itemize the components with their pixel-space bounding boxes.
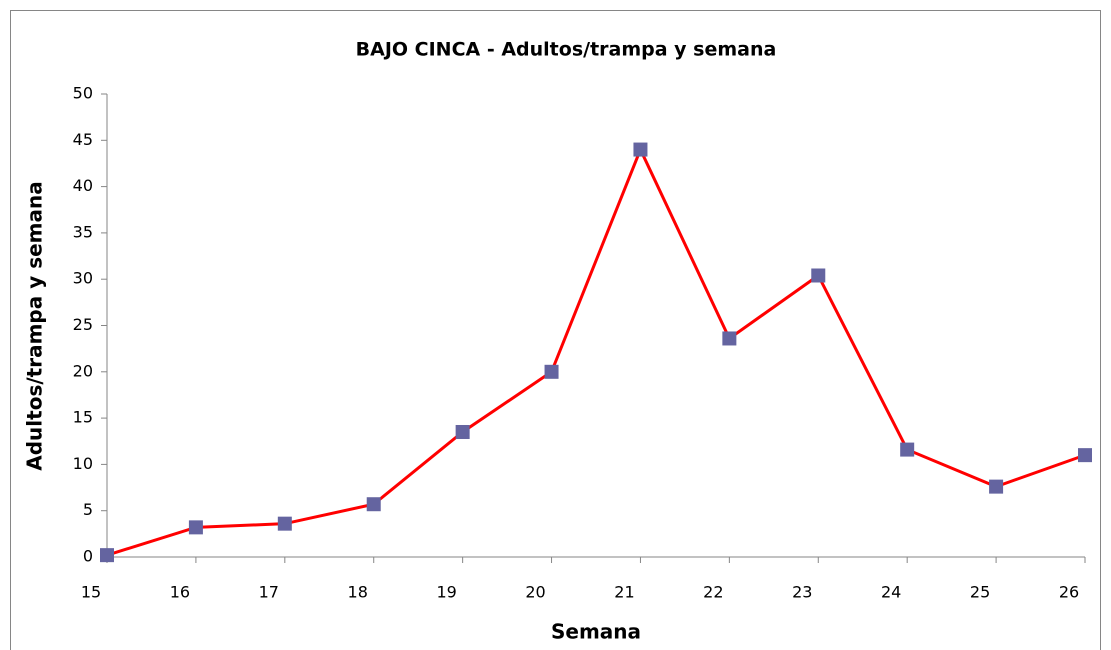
y-tick-label: 35 — [73, 222, 93, 241]
x-tick-label: 25 — [970, 583, 990, 602]
x-tick-label: 20 — [525, 583, 545, 602]
data-point — [544, 364, 559, 379]
y-tick-label: 30 — [73, 269, 93, 288]
x-tick-label: 24 — [881, 583, 901, 602]
y-tick-label: 10 — [73, 454, 93, 473]
y-tick-label: 0 — [83, 547, 93, 566]
y-tick-label: 5 — [83, 500, 93, 519]
x-tick-label: 22 — [703, 583, 723, 602]
data-point — [811, 268, 826, 283]
x-tick-label: 17 — [259, 583, 279, 602]
data-point — [100, 548, 114, 563]
data-point — [188, 520, 203, 535]
data-point — [366, 497, 381, 512]
chart-frame — [10, 10, 1101, 650]
data-point — [633, 142, 648, 157]
y-tick-label: 15 — [73, 408, 93, 427]
data-line — [106, 145, 1086, 557]
x-tick-label: 21 — [614, 583, 634, 602]
x-tick-label: 26 — [1059, 583, 1079, 602]
x-tick-label: 15 — [81, 583, 101, 602]
data-point — [277, 516, 292, 531]
data-point — [722, 331, 737, 346]
y-tick-label: 20 — [73, 361, 93, 380]
x-tick-label: 16 — [170, 583, 190, 602]
y-axis-label: Adultos/trampa y semana — [23, 181, 47, 470]
y-tick-label: 25 — [73, 315, 93, 334]
chart-title: BAJO CINCA - Adultos/trampa y semana — [356, 39, 777, 61]
x-tick-label: 18 — [348, 583, 368, 602]
x-tick-label: 19 — [436, 583, 456, 602]
data-point — [1078, 448, 1092, 463]
data-point — [455, 424, 470, 439]
data-point — [900, 442, 915, 457]
x-axis-label: Semana — [551, 620, 641, 644]
data-point — [989, 479, 1004, 494]
y-tick-label: 50 — [73, 84, 93, 103]
y-tick-label: 45 — [73, 130, 93, 149]
x-tick-label: 23 — [792, 583, 812, 602]
y-tick-label: 40 — [73, 176, 93, 195]
